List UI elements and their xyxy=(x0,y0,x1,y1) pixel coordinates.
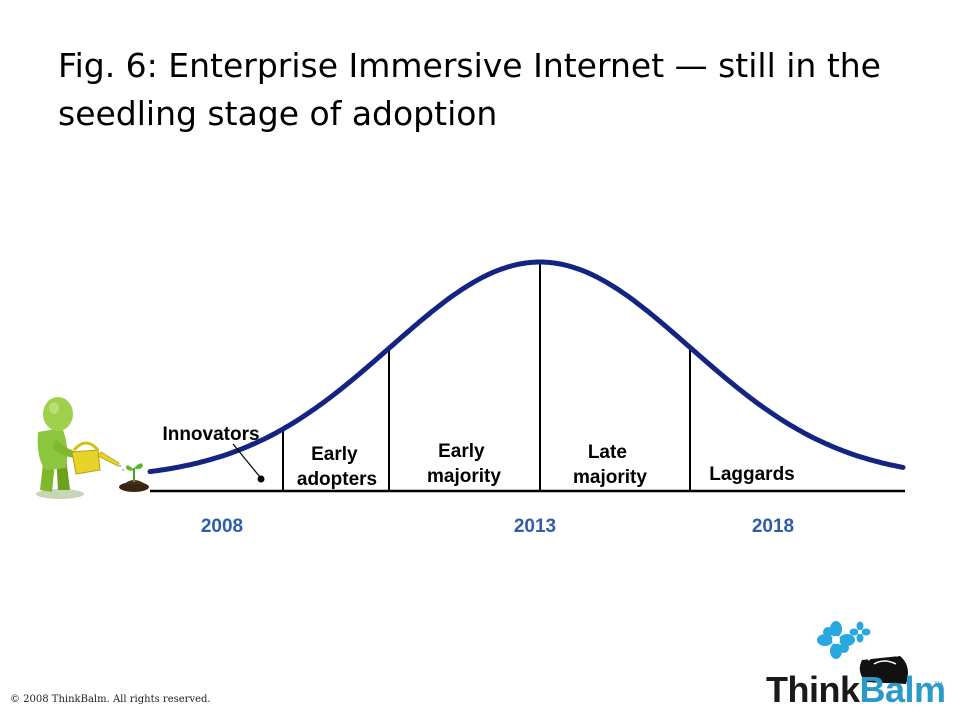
thinkbalm-logo: ThinkBalm xyxy=(766,668,946,712)
year-label-2013: 2013 xyxy=(514,516,556,537)
innovators-pointer-line xyxy=(232,443,261,478)
segment-label-late-majority: Late majority xyxy=(573,442,647,488)
balm-tin-icon xyxy=(859,651,908,684)
flower-logo-icon-small xyxy=(849,621,871,643)
segment-dividers xyxy=(282,264,691,491)
innovators-pointer-dot xyxy=(257,475,265,483)
logo-text-think: Think xyxy=(766,669,860,710)
flower-logo-icon xyxy=(817,621,855,659)
segment-label-laggards: Laggards xyxy=(709,464,795,485)
segment-label-early-majority: Early majority xyxy=(427,441,501,487)
seedling-icon xyxy=(119,463,149,492)
gardener-illustration xyxy=(36,397,84,499)
logo-trademark: TM xyxy=(934,682,943,688)
segment-label-innovators: Innovators xyxy=(162,424,259,445)
copyright-notice: © 2008 ThinkBalm. All rights reserved. xyxy=(10,694,211,705)
watering-can-icon xyxy=(71,441,124,475)
adoption-bell-curve xyxy=(147,259,906,475)
logo-text-balm: Balm xyxy=(859,669,947,710)
year-label-2018: 2018 xyxy=(752,516,794,537)
year-label-2008: 2008 xyxy=(201,516,243,537)
slide-title: Fig. 6: Enterprise Immersive Internet — … xyxy=(58,46,881,133)
segment-label-early-adopters: Early adopters xyxy=(297,444,377,490)
